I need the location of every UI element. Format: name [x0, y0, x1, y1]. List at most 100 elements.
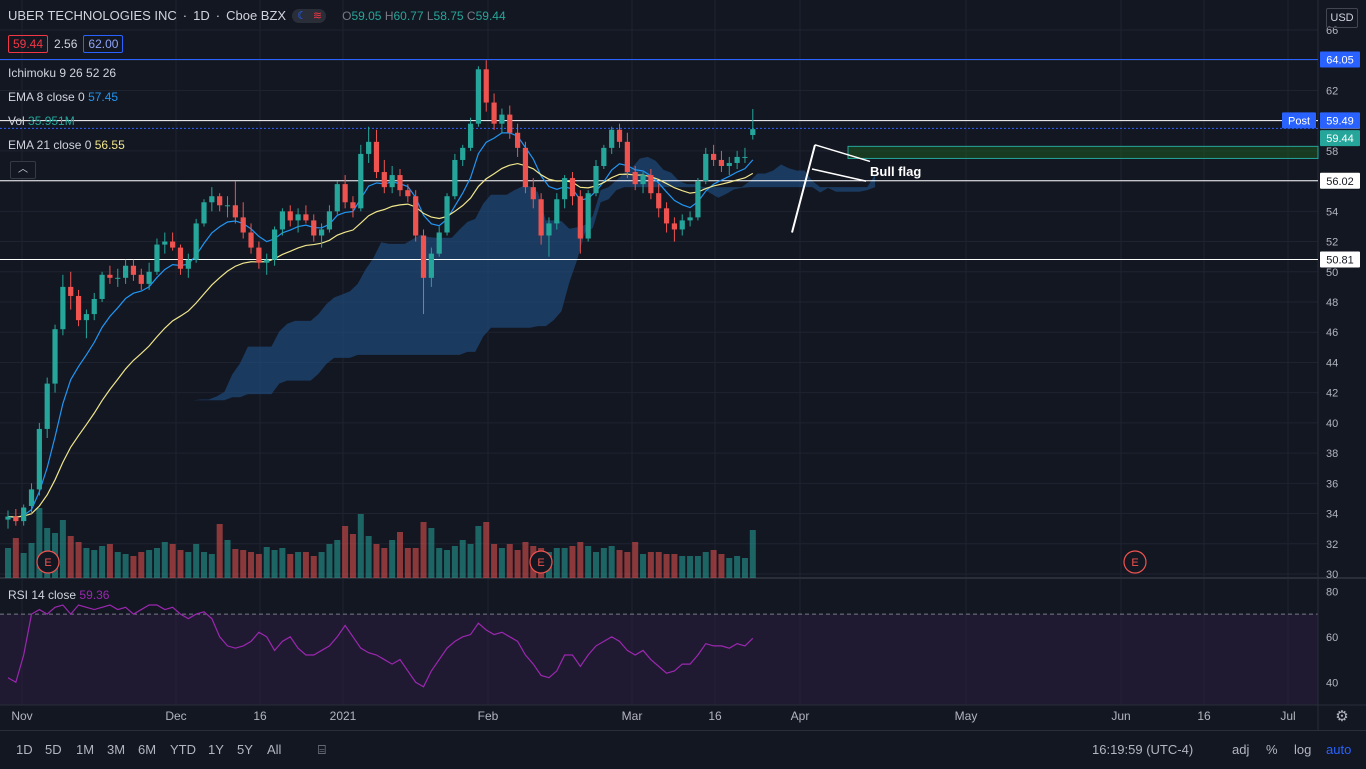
- volume-bar: [138, 552, 145, 578]
- range-1m[interactable]: 1M: [76, 742, 95, 757]
- volume-bar: [451, 546, 458, 578]
- range-5d[interactable]: 5D: [45, 742, 62, 757]
- price-tag-label: 50.81: [1326, 255, 1354, 267]
- bull-flag-label: Bull flag: [870, 164, 921, 179]
- volume-bar: [271, 550, 278, 578]
- interval[interactable]: 1D: [193, 8, 210, 23]
- range-1y[interactable]: 1Y: [208, 742, 224, 757]
- candle-body: [491, 102, 497, 124]
- candle-body: [475, 69, 481, 124]
- flag-lower-line: [811, 168, 867, 182]
- candle-body: [726, 162, 732, 166]
- candle-body: [695, 181, 701, 218]
- range-5y[interactable]: 5Y: [237, 742, 253, 757]
- volume-bar: [302, 552, 309, 578]
- drawings[interactable]: Bull flag E E E: [36, 144, 1147, 574]
- volume-bar: [357, 514, 364, 578]
- price-tick-label: 36: [1326, 478, 1338, 490]
- volume-bar: [36, 508, 43, 578]
- volume-legend[interactable]: Vol 35.951M: [8, 114, 75, 128]
- volume-bar: [75, 542, 82, 578]
- volume-bar: [671, 554, 678, 578]
- log-toggle[interactable]: log: [1294, 742, 1312, 757]
- range-ytd[interactable]: YTD: [170, 742, 196, 757]
- open-label: O: [342, 8, 352, 23]
- candle-body: [499, 114, 505, 124]
- range-1d[interactable]: 1D: [16, 742, 33, 757]
- bid-button[interactable]: 59.44: [8, 35, 49, 53]
- candle-body: [240, 217, 246, 233]
- price-tick-label: 48: [1326, 297, 1338, 309]
- volume-bar: [624, 552, 631, 578]
- volume-bar: [373, 544, 380, 578]
- candle-body: [483, 69, 489, 103]
- volume-bar: [342, 526, 349, 578]
- volume-bar: [99, 546, 106, 578]
- candle-body: [663, 208, 670, 224]
- candle-body: [562, 178, 568, 200]
- ema8-legend[interactable]: EMA 8 close 0 57.45: [8, 90, 118, 104]
- vol-label: Vol: [8, 114, 25, 128]
- session-toggle[interactable]: ☾ ≋: [292, 8, 327, 23]
- ema21-label: EMA 21 close 0: [8, 138, 92, 152]
- rsi-legend[interactable]: RSI 14 close 59.36: [8, 588, 109, 602]
- interval-sep: ·: [182, 8, 188, 23]
- price-tag-bg: [1282, 112, 1316, 129]
- volume-bar: [365, 536, 372, 578]
- candle-body: [256, 247, 262, 263]
- ema21-legend[interactable]: EMA 21 close 0 56.55: [8, 138, 125, 152]
- vol-value: 35.951M: [28, 114, 75, 128]
- moon-icon: ☾: [297, 9, 307, 22]
- clock-readout[interactable]: 16:19:59 (UTC-4): [1092, 742, 1194, 757]
- volume-bar: [726, 558, 733, 578]
- time-tick-label: Nov: [11, 709, 32, 723]
- candle-body: [91, 298, 97, 315]
- ask-button[interactable]: 62.00: [83, 35, 124, 53]
- candle-body: [295, 214, 301, 221]
- ichimoku-label: Ichimoku 9 26 52 26: [8, 66, 117, 80]
- volume-bar: [169, 544, 176, 578]
- candle-body: [718, 159, 725, 166]
- ema21-value: 56.55: [94, 138, 125, 152]
- candle-body: [538, 199, 544, 236]
- symbol-name[interactable]: UBER TECHNOLOGIES INC: [8, 8, 177, 23]
- candle-body: [303, 214, 309, 221]
- volume-bar: [404, 548, 411, 578]
- volume-bar: [412, 548, 419, 578]
- horizontal-lines[interactable]: [0, 58, 1319, 261]
- volume-bar: [553, 548, 560, 578]
- candle-body: [640, 175, 646, 185]
- ichimoku-legend[interactable]: Ichimoku 9 26 52 26: [8, 66, 116, 80]
- candle-body: [530, 187, 536, 200]
- adj-toggle[interactable]: adj: [1232, 742, 1250, 757]
- percent-toggle[interactable]: %: [1266, 742, 1278, 757]
- candle-body: [405, 190, 411, 197]
- price-tag-label: 59.49: [1326, 115, 1354, 127]
- calendar-icon[interactable]: ⌸: [318, 742, 326, 757]
- range-all[interactable]: All: [267, 742, 282, 757]
- volume-bar: [263, 547, 270, 578]
- candle-body: [671, 223, 677, 230]
- range-3m[interactable]: 3M: [107, 742, 126, 757]
- volume-bar: [287, 554, 294, 578]
- candle-body: [577, 196, 583, 239]
- range-6m[interactable]: 6M: [138, 742, 157, 757]
- volume-bar: [655, 552, 662, 578]
- volume-bar: [483, 522, 490, 578]
- volume-bar: [389, 540, 396, 578]
- target-zone: [847, 145, 1319, 159]
- auto-toggle[interactable]: auto: [1326, 742, 1352, 757]
- collapse-legend-button[interactable]: ︿: [10, 161, 36, 179]
- candle-body: [130, 265, 137, 275]
- candle-body: [271, 229, 278, 260]
- candle-body: [68, 286, 74, 296]
- candle-body: [648, 175, 654, 194]
- currency-button[interactable]: USD: [1326, 8, 1358, 28]
- volume-bar: [12, 538, 19, 578]
- close-value: 59.44: [475, 8, 506, 23]
- exchange-sep: ·: [215, 8, 221, 23]
- candle-body: [279, 211, 285, 230]
- candle-body: [44, 383, 50, 429]
- high-value: 60.77: [393, 8, 424, 23]
